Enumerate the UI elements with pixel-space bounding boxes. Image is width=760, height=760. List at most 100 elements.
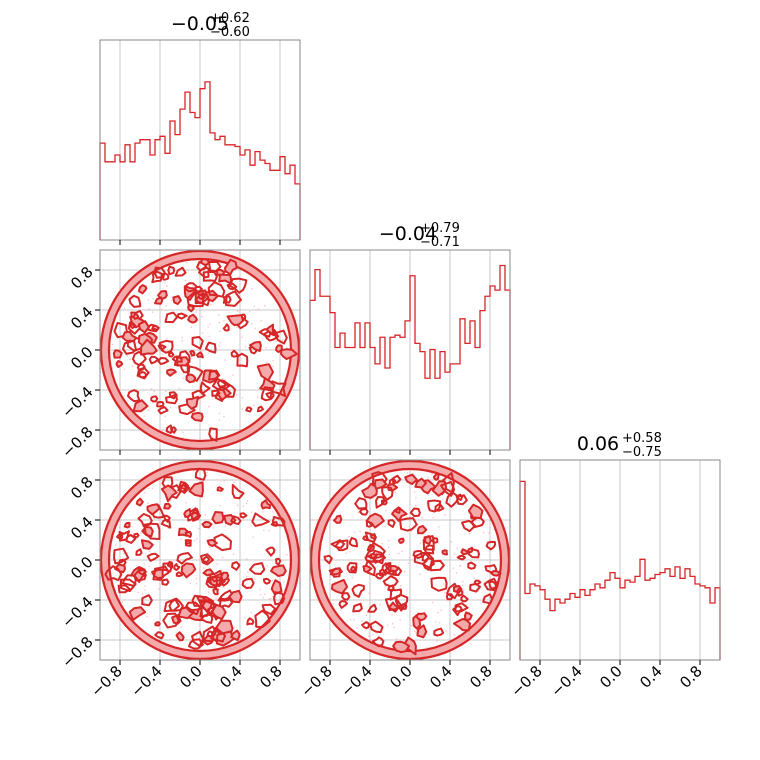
sample-point: [455, 572, 458, 574]
contour-line: [196, 351, 204, 359]
sample-point: [240, 357, 242, 360]
sample-point: [379, 603, 381, 606]
contour-line: [157, 344, 167, 350]
sample-point: [169, 406, 172, 409]
contour-line: [280, 348, 298, 360]
contour-line: [361, 621, 370, 630]
contour-line: [251, 512, 270, 527]
contour-line: [137, 513, 153, 528]
contour-line: [199, 258, 211, 266]
sample-point: [232, 374, 234, 377]
sample-point: [199, 400, 202, 402]
sample-point: [233, 481, 235, 483]
contour-line: [335, 539, 349, 552]
sample-point: [441, 498, 444, 501]
sample-point: [161, 308, 163, 311]
contour-line: [241, 578, 255, 589]
contour-line: [416, 624, 428, 639]
sample-point: [223, 479, 226, 482]
contour-line: [381, 486, 394, 501]
contour-line: [260, 499, 272, 510]
contour-line: [162, 612, 180, 629]
sample-point: [211, 274, 213, 276]
contour-line: [432, 473, 440, 481]
contour-line: [136, 366, 150, 380]
contour-line: [166, 368, 177, 377]
sample-point: [356, 627, 358, 629]
sample-point: [137, 591, 139, 594]
sample-point: [461, 580, 464, 583]
contour-line: [404, 473, 418, 485]
x-tick-label: 0.0: [596, 662, 626, 692]
contour-line: [122, 339, 137, 355]
sample-point: [217, 314, 220, 316]
contour-line: [354, 497, 368, 510]
sample-point: [184, 279, 187, 282]
sample-point: [432, 516, 435, 519]
contour-line: [359, 508, 369, 516]
sample-point: [463, 589, 465, 591]
sample-point: [263, 529, 265, 532]
sample-point: [244, 584, 247, 586]
sample-point: [244, 617, 246, 619]
sample-point: [223, 415, 225, 418]
histogram-panel-2: [309, 249, 511, 455]
sample-point: [456, 547, 458, 550]
sample-point: [386, 624, 389, 626]
histogram-1-plus-error: +0.62: [210, 11, 250, 26]
contour-line: [416, 524, 428, 535]
sample-point: [193, 539, 196, 542]
contour-line: [256, 405, 264, 413]
sample-point: [353, 531, 356, 534]
contour-line: [161, 578, 170, 586]
sample-point: [415, 496, 417, 499]
histogram-panel-3: −0.8 −0.4 0.0 0.4 0.8: [507, 459, 721, 701]
sample-point: [118, 526, 121, 528]
sample-point: [192, 285, 194, 287]
sample-point: [147, 487, 150, 490]
contour-line: [456, 554, 466, 561]
x-tick-label: 0.0: [176, 662, 206, 692]
contour-line: [461, 519, 477, 533]
x-tick-label: 0.8: [676, 662, 706, 692]
contour-line: [349, 536, 358, 548]
contour-line: [200, 553, 214, 566]
contour-line: [254, 609, 271, 629]
contour-line: [409, 507, 421, 517]
sample-point: [434, 621, 437, 623]
sample-point: [180, 626, 182, 629]
contour-line: [341, 592, 351, 601]
sample-point: [221, 377, 224, 380]
contour-line: [184, 282, 198, 293]
sample-point: [149, 371, 152, 373]
sample-point: [410, 624, 412, 627]
histogram-panel-1: [99, 39, 301, 245]
contour-line: [323, 554, 333, 565]
contour-line: [361, 483, 378, 499]
sample-point: [410, 530, 413, 533]
sample-point: [281, 339, 284, 341]
sample-point: [222, 586, 225, 589]
contour-line: [265, 546, 276, 557]
contour-line: [158, 339, 174, 354]
contour-line: [226, 314, 245, 327]
contour-line: [445, 593, 454, 601]
contour-line: [117, 584, 131, 594]
sample-point: [286, 553, 288, 556]
sample-point: [282, 559, 284, 562]
contour-plot-area: [100, 460, 300, 660]
contour-line: [230, 349, 239, 358]
sample-point: [427, 476, 429, 479]
contour-line: [211, 511, 225, 525]
sample-point: [196, 537, 198, 540]
sample-point: [147, 502, 149, 505]
sample-point: [236, 394, 238, 396]
sample-point: [157, 588, 160, 590]
sample-point: [181, 339, 183, 342]
sample-point: [264, 346, 267, 349]
histogram-3-minus-error: −0.75: [622, 445, 662, 460]
contour-line: [185, 395, 199, 410]
sample-point: [457, 485, 460, 488]
contour-line: [177, 312, 188, 320]
sample-point: [210, 303, 212, 306]
